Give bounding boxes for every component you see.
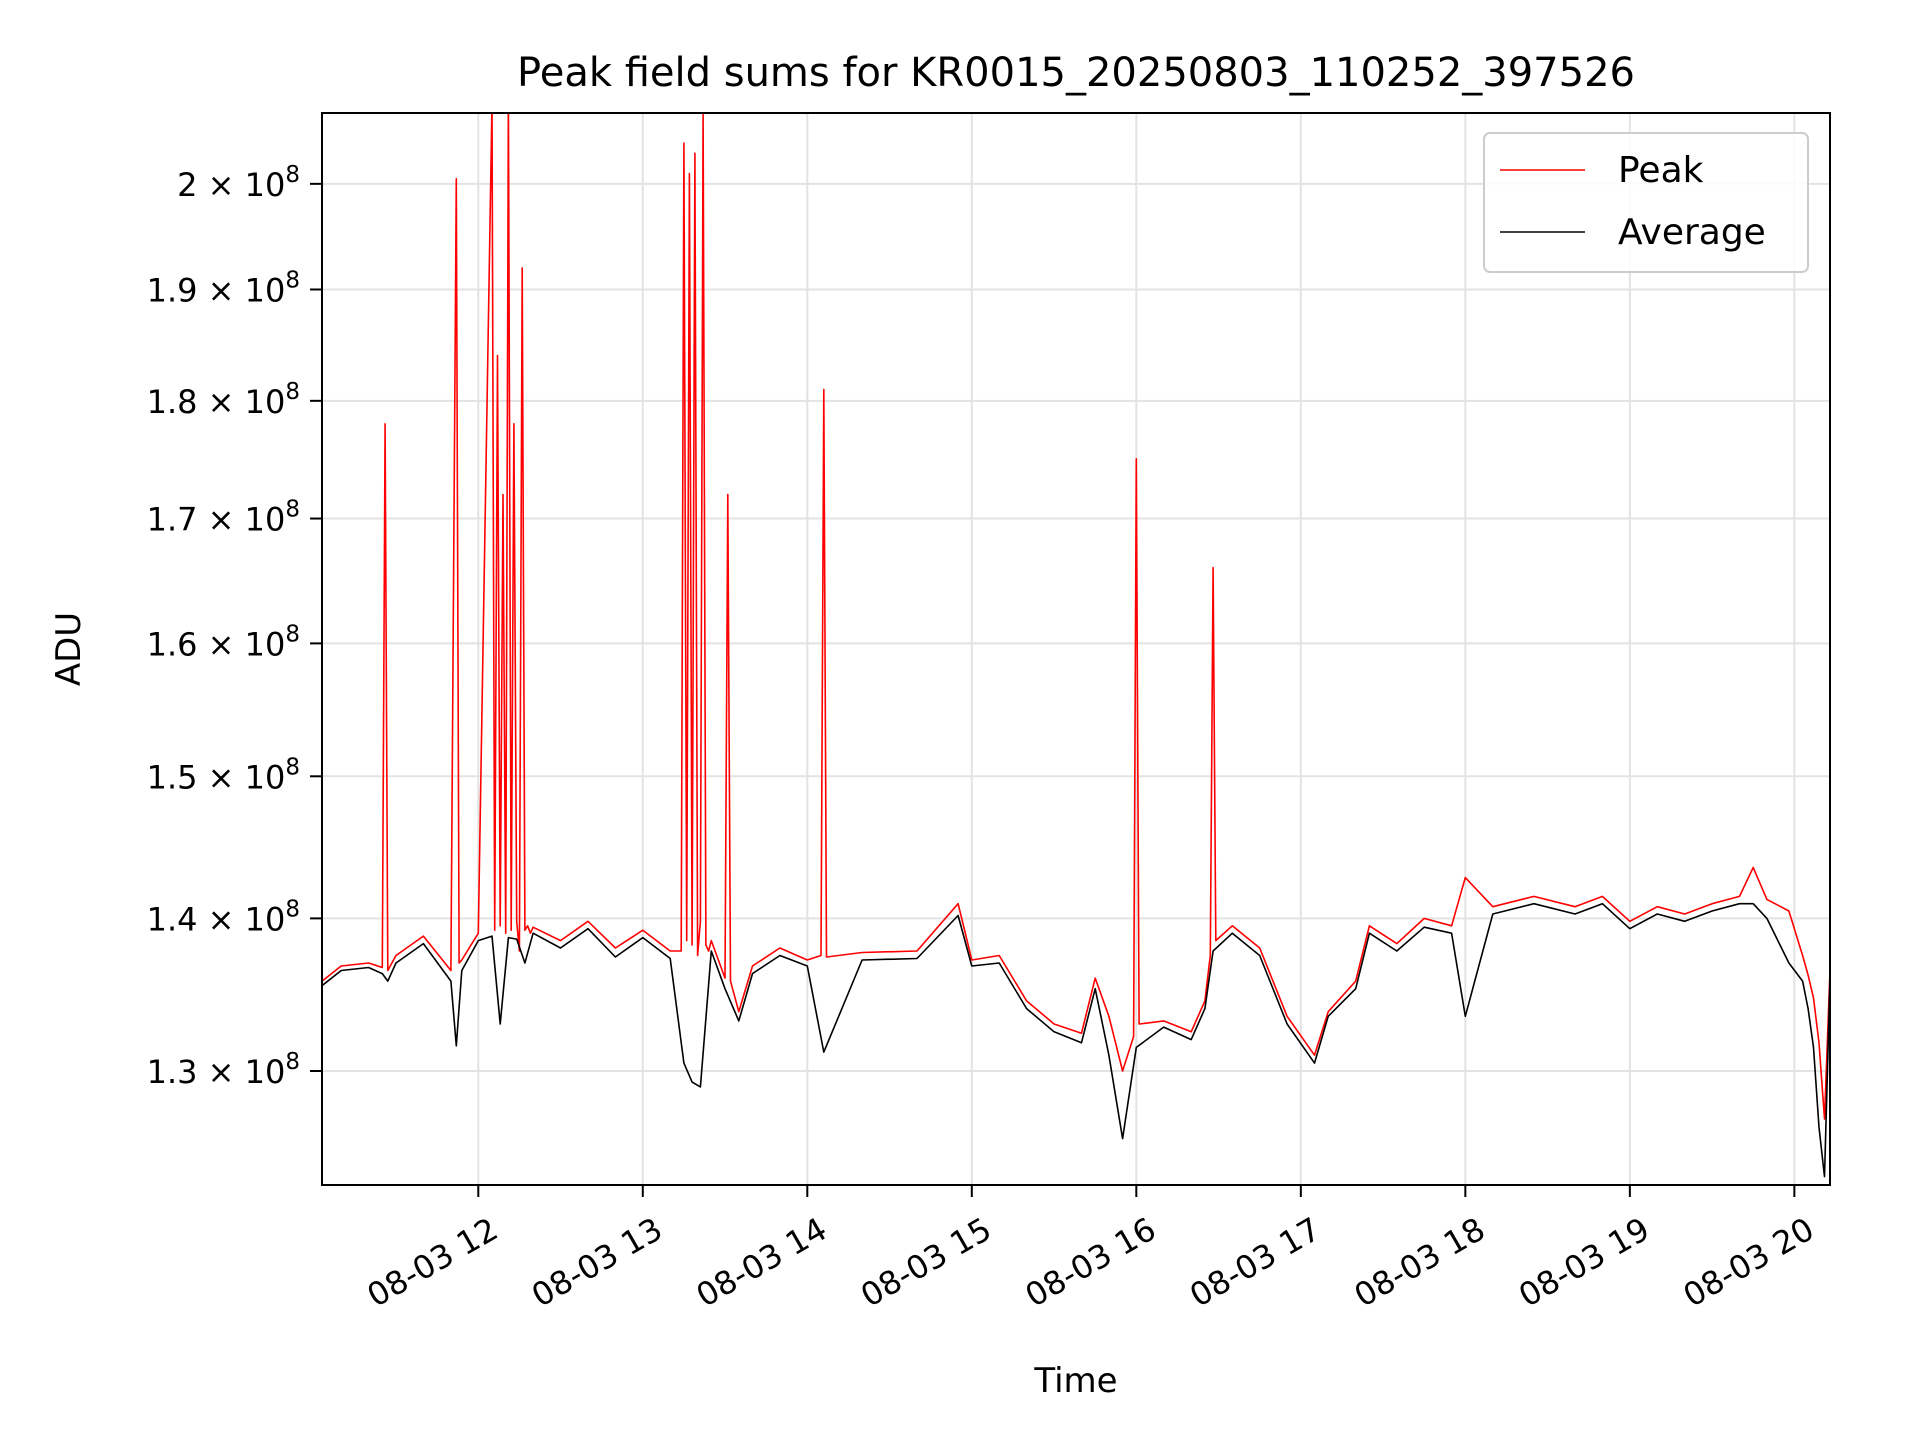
y-tick-exponent: 8 xyxy=(285,754,300,780)
y-tick-label: 1.9 × 108 xyxy=(147,267,300,309)
y-tick-exponent: 8 xyxy=(285,267,300,293)
y-tick-mantissa: 1.9 xyxy=(147,271,198,309)
y-axis: 1.3 × 108 1.4 × 108 1.5 × 108 1.6 × 108 1.7 … xyxy=(147,162,322,1091)
y-tick-mantissa: 1.5 xyxy=(147,758,198,796)
y-tick-label: 1.4 × 108 xyxy=(147,896,300,938)
legend-label-peak: Peak xyxy=(1618,150,1704,191)
x-axis-label: Time xyxy=(1033,1361,1117,1401)
series-layer xyxy=(322,113,1830,1178)
legend-label-average: Average xyxy=(1618,212,1766,253)
plot-area-frame xyxy=(321,112,1831,1186)
y-tick-label: 2 × 108 xyxy=(177,162,300,204)
y-tick-label: 1.8 × 108 xyxy=(147,379,300,421)
chart-title: Peak field sums for KR0015_20250803_1102… xyxy=(517,50,1635,96)
y-tick-mantissa: 2 xyxy=(177,166,197,204)
y-tick-label: 1.6 × 108 xyxy=(147,621,300,663)
y-tick-exponent: 8 xyxy=(285,379,300,405)
y-tick-label: 1.3 × 108 xyxy=(147,1049,300,1091)
legend: Peak Average xyxy=(1483,132,1809,273)
y-tick-mantissa: 1.7 xyxy=(147,501,198,539)
y-tick-exponent: 8 xyxy=(285,621,300,647)
y-tick-label: 1.5 × 108 xyxy=(147,754,300,796)
y-tick-exponent: 8 xyxy=(285,896,300,922)
series-line-average xyxy=(322,902,1830,1178)
y-axis-label: ADU xyxy=(49,612,89,686)
series-line-peak xyxy=(322,113,1830,1120)
y-tick-mantissa: 1.6 xyxy=(147,625,198,663)
y-tick-exponent: 8 xyxy=(285,1049,300,1075)
y-tick-mantissa: 1.3 xyxy=(147,1053,198,1091)
y-tick-exponent: 8 xyxy=(285,497,300,523)
y-tick-mantissa: 1.4 xyxy=(147,900,198,938)
y-tick-exponent: 8 xyxy=(285,162,300,188)
y-tick-mantissa: 1.8 xyxy=(147,383,198,421)
y-tick-label: 1.7 × 108 xyxy=(147,497,300,539)
grid xyxy=(322,113,1830,1185)
legend-box xyxy=(1483,132,1809,273)
